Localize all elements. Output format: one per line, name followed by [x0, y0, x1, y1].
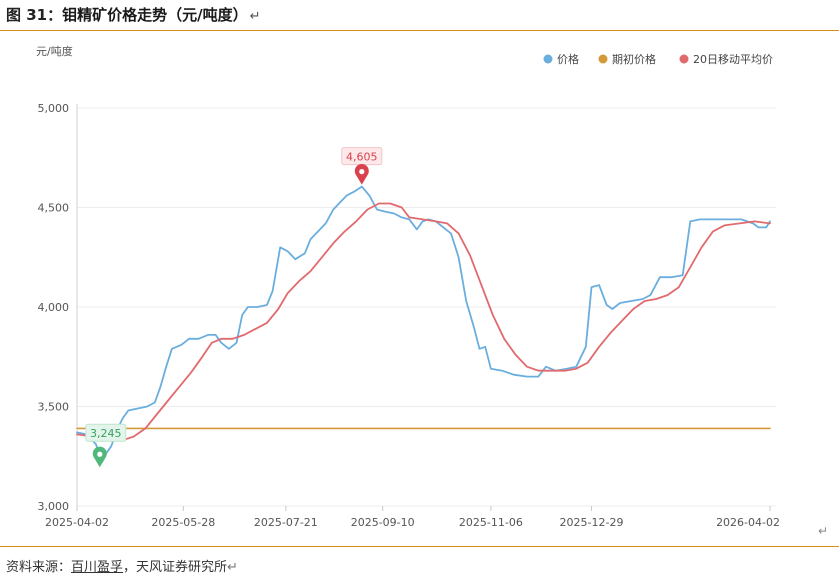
x-tick-label: 2025-11-06	[459, 516, 523, 529]
source-suffix: ，天风证券研究所	[123, 560, 228, 575]
x-tick-label: 2025-07-21	[254, 516, 318, 529]
caption-divider	[0, 30, 839, 31]
legend-label: 价格	[557, 52, 579, 66]
y-tick-label: 3,500	[38, 401, 70, 414]
x-tick-label: 2025-04-02	[45, 516, 109, 529]
legend-swatch-icon	[679, 54, 689, 64]
source-note: 资料来源：百川盈孚，天风证券研究所↵	[6, 556, 238, 575]
y-tick-label: 4,500	[38, 202, 70, 215]
figure-title: 钼精矿价格走势（元/吨度）	[62, 6, 248, 24]
axes: 3,000 3,500 4,000 4,500 5,000 元/吨度 2025-04-02 2…	[36, 44, 780, 529]
price-chart: 3,000 3,500 4,000 4,500 5,000 元/吨度 2025-04-02 2…	[36, 44, 780, 529]
paragraph-mark-icon: ↵	[818, 524, 829, 538]
series-line-price	[76, 185, 771, 459]
min-pin-icon	[92, 446, 107, 468]
paragraph-mark-icon: ↵	[227, 560, 238, 575]
legend-label: 20日移动平均价	[693, 53, 773, 66]
x-tick-label: 2025-12-29	[560, 516, 624, 529]
min-pin-dot	[97, 451, 103, 457]
paragraph-mark-icon: ↵	[249, 9, 261, 24]
source-prefix: 资料来源：	[6, 560, 72, 575]
chart-area: 3,000 3,500 4,000 4,500 5,000 元/吨度 2025-04-02 2…	[0, 31, 839, 545]
grid-lines	[77, 107, 776, 507]
max-pin-dot	[359, 169, 365, 175]
max-pin-icon	[354, 163, 369, 185]
min-value-badge	[85, 423, 127, 442]
x-tick-label: 2025-09-10	[351, 516, 415, 529]
source-divider	[0, 546, 839, 547]
figure-caption: 图 31：钼精矿价格走势（元/吨度） ↵	[6, 4, 261, 25]
x-tick-label: 2025-05-28	[151, 516, 215, 529]
y-tick-label: 4,000	[38, 301, 70, 314]
x-tick-label: 2026-04-02	[716, 516, 780, 529]
legend-swatch-icon	[543, 54, 553, 64]
y-axis-unit-label: 元/吨度	[36, 44, 73, 58]
legend: 价格 期初价格 20日移动平均价	[543, 52, 773, 66]
y-tick-label: 3,000	[38, 500, 70, 513]
max-value-label: 4,605	[346, 151, 378, 164]
y-tick-label: 5,000	[38, 102, 70, 115]
min-value-label: 3,245	[90, 427, 122, 440]
annotations: 4,605 3,245	[85, 147, 383, 468]
figure-number: 图 31：	[6, 6, 63, 24]
source-brand: 百川盈孚	[71, 560, 124, 575]
legend-swatch-icon	[598, 54, 608, 64]
legend-label: 期初价格	[612, 52, 656, 66]
series-lines	[76, 185, 771, 459]
series-line-ma20	[76, 202, 771, 442]
